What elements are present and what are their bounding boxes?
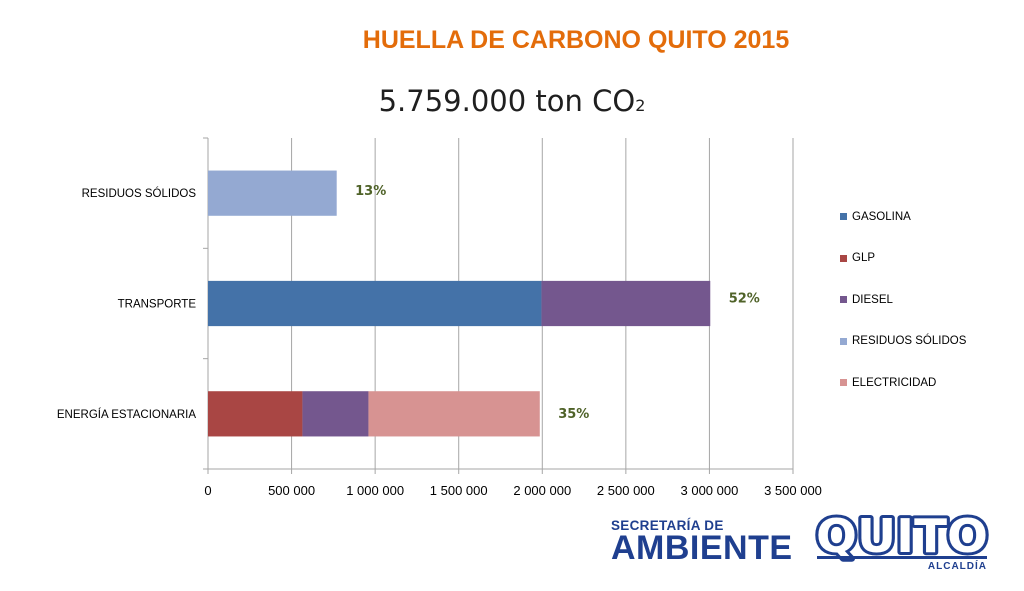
logo-ambiente-top-text: SECRETARÍA DE [611,518,724,533]
quito-logo-sub: ALCALDÍA [928,559,987,572]
bar-percent-label: 13% [355,184,386,199]
y-category-label: TRANSPORTE [118,299,197,311]
quito-alcaldia-logo: QUITO QUITO ALCALDÍA [815,506,991,572]
logo-ambiente-bottom-text: AMBIENTE [611,529,793,567]
bar-segment [541,280,711,327]
legend-swatch [840,254,847,262]
y-category-label: RESIDUOS SÓLIDOS [82,187,197,200]
co2-subscript: 2 [635,96,646,115]
legend-item: GASOLINA [840,196,966,238]
bar-segment [208,391,303,437]
bar-percent-label: 35% [558,407,589,422]
bar-segment [302,391,369,437]
x-tick-label: 3 500 000 [764,483,822,498]
x-tick-label: 3 000 000 [681,483,739,498]
total-emissions-value: 5.759.000 ton CO [378,84,636,118]
legend-item: DIESEL [840,279,966,321]
y-category-label: ENERGÍA ESTACIONARIA [57,408,196,421]
quito-logo-underline [817,556,987,559]
legend-item: ELECTRICIDAD [840,362,966,404]
x-tick-label: 2 000 000 [513,483,571,498]
bar-percent-label: 52% [729,292,760,307]
x-tick-label: 1 500 000 [430,483,488,498]
bar-segment [208,170,337,216]
legend-label: GLP [852,252,876,265]
legend-label: DIESEL [852,293,893,306]
slide-title: HUELLA DE CARBONO QUITO 2015 [362,26,790,54]
legend-swatch [840,337,847,345]
secretaria-ambiente-logo: SECRETARÍA DE AMBIENTE [611,518,793,567]
bar-segment [208,280,542,327]
legend-label: ELECTRICIDAD [852,376,937,389]
legend-item: GLP [840,238,966,280]
x-tick-label: 0 [204,483,211,498]
quito-logo-name-fill: QUITO [816,509,988,563]
x-tick-label: 2 500 000 [597,483,655,498]
x-tick-label: 500 000 [268,483,315,498]
x-tick-label: 1 000 000 [346,483,404,498]
legend-label: GASOLINA [852,210,911,223]
legend-swatch [840,296,847,304]
legend-item: RESIDUOS SÓLIDOS [840,321,966,363]
legend-swatch [840,213,847,221]
legend-swatch [840,379,847,387]
bar-segment [368,391,540,437]
chart-legend: GASOLINA GLP DIESEL RESIDUOS SÓLIDOS ELECTRI… [840,196,966,404]
legend-label: RESIDUOS SÓLIDOS [852,335,967,348]
total-emissions-label: 5.759.000 ton CO2 [0,84,1024,118]
